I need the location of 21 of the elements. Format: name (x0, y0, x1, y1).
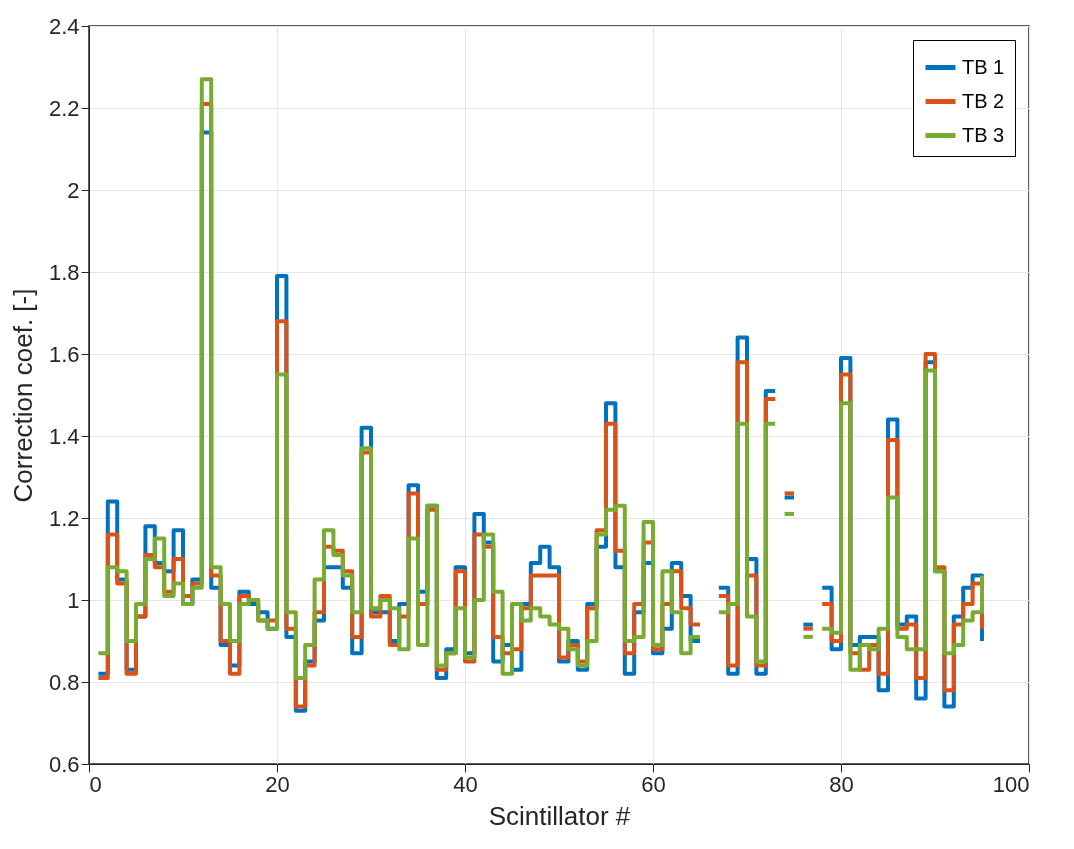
x-tick-label: 80 (829, 771, 854, 797)
y-tick-label: 0.8 (48, 669, 80, 695)
y-tick-label: 1 (67, 587, 80, 613)
y-tick-label: 2 (67, 177, 80, 203)
y-tick-label: 1.2 (48, 505, 80, 531)
y-tick-label: 1.4 (48, 423, 80, 449)
y-tick-label: 0.6 (48, 751, 80, 777)
y-axis-title: Correction coef. [-] (7, 288, 38, 503)
y-tick-label: 2.2 (48, 95, 80, 121)
legend-label: TB 1 (962, 55, 1005, 78)
x-tick-label: 100 (992, 771, 1030, 797)
y-tick-label: 1.6 (48, 341, 80, 367)
x-tick-label: 20 (265, 771, 290, 797)
x-tick-label: 60 (641, 771, 666, 797)
y-tick-label: 2.4 (48, 13, 80, 39)
x-tick-label: 0 (89, 771, 102, 797)
y-tick-label: 1.8 (48, 259, 80, 285)
legend-label: TB 3 (962, 123, 1005, 146)
legend-label: TB 2 (962, 89, 1005, 112)
x-axis-title: Scintillator # (488, 800, 631, 831)
x-tick-label: 40 (453, 771, 478, 797)
